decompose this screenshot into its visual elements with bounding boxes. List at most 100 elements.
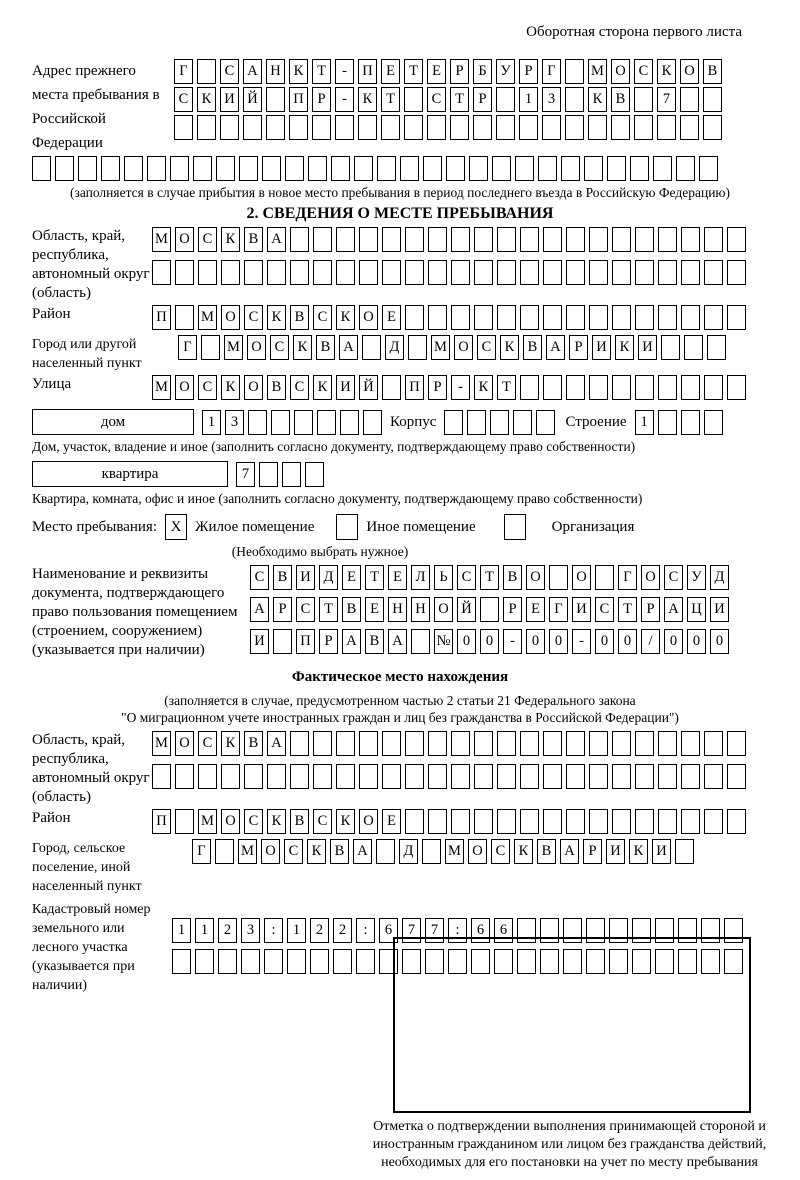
char-cell[interactable]: К [289,59,308,84]
char-cell[interactable]: Д [710,565,729,590]
char-cell[interactable] [221,260,240,285]
char-cell[interactable] [543,260,562,285]
char-cell[interactable] [359,731,378,756]
char-cell[interactable] [704,260,723,285]
char-cell[interactable] [197,115,216,140]
char-cell[interactable]: И [652,839,671,864]
char-cell[interactable]: О [572,565,591,590]
char-cell[interactable]: И [710,597,729,622]
char-cell[interactable] [612,260,631,285]
char-cell[interactable] [538,156,557,181]
char-cell[interactable] [635,305,654,330]
char-cell[interactable] [657,115,676,140]
char-cell[interactable] [335,115,354,140]
char-cell[interactable]: Л [411,565,430,590]
char-cell[interactable] [382,731,401,756]
char-cell[interactable] [427,115,446,140]
char-cell[interactable] [655,918,674,943]
char-cell[interactable] [405,809,424,834]
char-cell[interactable]: А [267,227,286,252]
char-cell[interactable] [172,949,191,974]
char-cell[interactable]: К [221,227,240,252]
char-cell[interactable]: О [641,565,660,590]
char-cell[interactable]: Д [399,839,418,864]
char-cell[interactable] [422,839,441,864]
char-cell[interactable] [566,764,585,789]
char-cell[interactable]: С [595,597,614,622]
char-cell[interactable]: Р [503,597,522,622]
char-cell[interactable] [704,731,723,756]
char-cell[interactable] [678,949,697,974]
char-cell[interactable] [561,156,580,181]
char-cell[interactable]: Т [618,597,637,622]
char-cell[interactable] [684,335,703,360]
char-cell[interactable] [474,260,493,285]
char-cell[interactable] [658,305,677,330]
char-cell[interactable] [589,227,608,252]
char-cell[interactable] [170,156,189,181]
char-cell[interactable] [248,409,267,435]
char-cell[interactable]: О [680,59,699,84]
char-cell[interactable]: И [638,335,657,360]
char-cell[interactable] [727,305,746,330]
char-cell[interactable] [681,764,700,789]
char-cell[interactable] [405,731,424,756]
char-cell[interactable] [221,764,240,789]
char-cell[interactable] [589,260,608,285]
char-cell[interactable] [727,375,746,400]
char-cell[interactable] [497,260,516,285]
char-cell[interactable]: С [491,839,510,864]
char-cell[interactable]: П [289,87,308,112]
char-cell[interactable] [290,764,309,789]
char-cell[interactable] [543,375,562,400]
char-cell[interactable]: П [152,305,171,330]
char-cell[interactable] [404,115,423,140]
char-cell[interactable] [589,731,608,756]
char-cell[interactable] [340,409,359,435]
char-cell[interactable] [635,260,654,285]
char-cell[interactable]: 3 [241,918,260,943]
char-cell[interactable]: А [388,629,407,654]
char-cell[interactable]: М [198,809,217,834]
char-cell[interactable] [589,764,608,789]
char-cell[interactable] [520,260,539,285]
char-cell[interactable] [336,227,355,252]
char-cell[interactable]: Р [519,59,538,84]
char-cell[interactable]: К [514,839,533,864]
char-cell[interactable] [703,87,722,112]
char-cell[interactable]: 6 [494,918,513,943]
char-cell[interactable]: : [356,918,375,943]
char-cell[interactable]: Т [312,59,331,84]
char-cell[interactable] [680,409,700,435]
char-cell[interactable]: К [615,335,634,360]
char-cell[interactable] [471,949,490,974]
char-cell[interactable] [497,731,516,756]
char-cell[interactable] [496,115,515,140]
char-cell[interactable] [520,375,539,400]
char-cell[interactable] [492,156,511,181]
char-cell[interactable]: Й [457,597,476,622]
char-cell[interactable] [287,949,306,974]
char-cell[interactable] [428,305,447,330]
char-cell[interactable] [566,375,585,400]
char-cell[interactable] [312,115,331,140]
char-cell[interactable]: О [175,227,194,252]
char-cell[interactable] [704,375,723,400]
char-cell[interactable] [681,731,700,756]
char-cell[interactable] [540,949,559,974]
char-cell[interactable]: И [336,375,355,400]
char-cell[interactable] [566,731,585,756]
char-cell[interactable]: С [198,731,217,756]
char-cell[interactable] [588,115,607,140]
char-cell[interactable] [632,949,651,974]
char-cell[interactable] [451,227,470,252]
char-cell[interactable]: Г [542,59,561,84]
char-cell[interactable]: Б [473,59,492,84]
char-cell[interactable] [428,260,447,285]
char-cell[interactable] [313,227,332,252]
char-cell[interactable] [289,115,308,140]
char-cell[interactable] [727,809,746,834]
char-cell[interactable]: В [330,839,349,864]
char-cell[interactable] [244,260,263,285]
char-cell[interactable]: Т [450,87,469,112]
